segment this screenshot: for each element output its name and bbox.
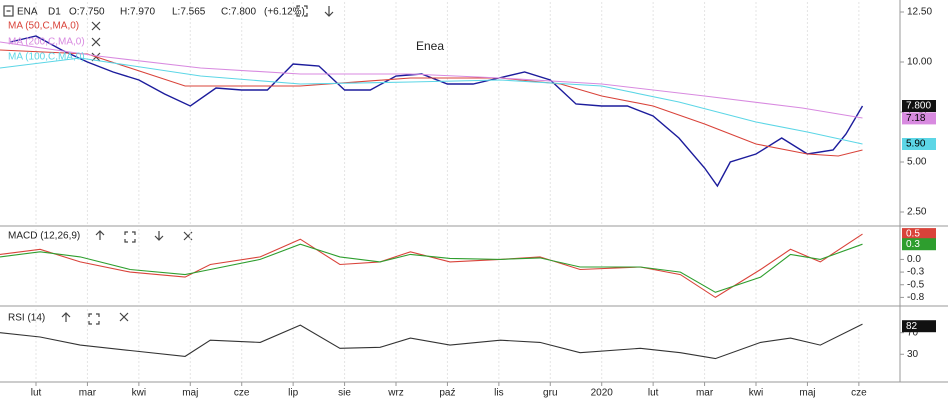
x-tick-label: lut: [31, 388, 42, 399]
last-value-label: 0.5: [906, 229, 920, 240]
header-value: C:7.800: [221, 7, 256, 18]
last-value-label: 7.18: [906, 113, 926, 124]
y-tick-label: 30: [907, 349, 919, 360]
header-value: D1: [48, 7, 61, 18]
close-icon[interactable]: [91, 37, 101, 47]
last-value-tag: [902, 238, 936, 251]
y-tick-label: 7.50: [907, 107, 927, 118]
x-tick-label: paź: [439, 388, 455, 399]
y-tick-label: 5.00: [907, 157, 927, 168]
indicator-line: [0, 243, 863, 293]
x-tick-label: lut: [648, 388, 659, 399]
up-arrow-icon[interactable]: [61, 312, 71, 322]
header-value: (+6.12%): [264, 7, 305, 18]
indicator-line: [0, 49, 863, 157]
down-arrow-icon[interactable]: [154, 231, 164, 241]
x-tick-label: lip: [288, 388, 298, 399]
collapse-icon[interactable]: [3, 5, 14, 17]
last-value-label: 82: [906, 321, 918, 332]
x-tick-label: mar: [79, 388, 97, 399]
last-value-label: 0.3: [906, 239, 920, 250]
x-tick-label: maj: [799, 388, 815, 399]
last-value-tag: [902, 320, 936, 333]
indicator-line: [0, 323, 863, 360]
last-value-tag: [902, 228, 936, 241]
y-tick-label: -0.3: [907, 267, 925, 278]
x-tick-label: lis: [494, 388, 503, 399]
x-tick-label: 2020: [591, 388, 614, 399]
y-tick-label: 10.00: [907, 57, 932, 68]
maximize-icon[interactable]: [88, 313, 100, 325]
x-tick-label: kwi: [132, 388, 146, 399]
y-tick-label: 0.0: [907, 254, 921, 265]
last-value-tag: [902, 138, 936, 150]
close-icon[interactable]: [119, 312, 129, 322]
price-line: [10, 35, 864, 188]
x-tick-label: sie: [338, 388, 351, 399]
chart-title: Enea: [416, 39, 444, 53]
indicator-line: [0, 57, 863, 145]
x-tick-label: kwi: [749, 388, 763, 399]
legend-entry[interactable]: MA (50,C,MA,0): [8, 21, 79, 32]
up-arrow-icon[interactable]: [95, 230, 105, 240]
close-icon[interactable]: [91, 21, 101, 31]
header-value: H:7.970: [120, 7, 155, 18]
header-value: L:7.565: [172, 7, 206, 18]
y-tick-label: 70: [907, 327, 919, 338]
last-value-tag: [902, 112, 936, 125]
x-tick-label: maj: [182, 388, 198, 399]
y-tick-label: -0.5: [907, 279, 925, 290]
y-tick-label: 2.50: [907, 207, 927, 218]
last-value-label: 7.800: [906, 101, 931, 112]
x-tick-label: gru: [543, 388, 557, 399]
header-value: O:7.750: [69, 7, 105, 18]
y-tick-label: -0.8: [907, 292, 925, 303]
x-tick-label: cze: [851, 388, 867, 399]
last-value-tag: [902, 100, 936, 112]
legend-entry[interactable]: MA (100,C,MA,0): [8, 52, 85, 63]
x-tick-label: wrz: [387, 388, 404, 399]
legend-entry[interactable]: MA (200,C,MA,0): [8, 37, 85, 48]
symbol: ENA: [17, 7, 38, 18]
y-tick-label: 12.50: [907, 7, 932, 18]
indicator-line: [0, 41, 863, 119]
panel-title: MACD (12,26,9): [8, 231, 80, 242]
x-tick-label: mar: [696, 388, 714, 399]
panel-title: RSI (14): [8, 313, 45, 324]
last-value-label: 5.90: [906, 139, 926, 150]
maximize-icon[interactable]: [296, 5, 308, 17]
down-arrow-icon[interactable]: [324, 6, 334, 17]
maximize-icon[interactable]: [124, 231, 136, 243]
x-tick-label: cze: [234, 388, 250, 399]
